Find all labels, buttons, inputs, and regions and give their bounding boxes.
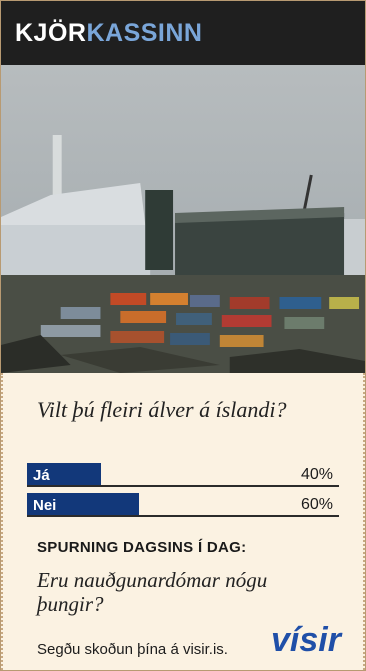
result-bar bbox=[27, 493, 139, 515]
bar-track bbox=[27, 515, 339, 517]
poll-question: Vilt þú fleiri álver á íslandi? bbox=[37, 397, 287, 422]
poll-section: Vilt þú fleiri álver á íslandi? Já 40% N… bbox=[1, 373, 365, 670]
result-bar bbox=[27, 463, 102, 485]
next-question: Eru nauðgunardómar nógu þungir? bbox=[37, 568, 268, 616]
brand-prefix: KJÖR bbox=[15, 18, 87, 47]
visir-logo[interactable]: vísir bbox=[267, 619, 351, 664]
poll-options: Já 40% Nei 60% bbox=[27, 463, 339, 523]
option-percent: 40% bbox=[300, 466, 333, 483]
brand-title: KJÖRKASSINN bbox=[15, 19, 202, 48]
bar-track bbox=[27, 485, 339, 487]
option-label: Já bbox=[33, 466, 50, 484]
header: KJÖRKASSINN bbox=[1, 1, 365, 65]
option-label: Nei bbox=[33, 496, 57, 514]
visir-logo-mark: vísir bbox=[271, 621, 343, 659]
poll-option-ja[interactable]: Já 40% bbox=[27, 463, 339, 487]
brand-suffix: KASSINN bbox=[86, 18, 203, 47]
svg-text:vísir: vísir bbox=[271, 621, 343, 659]
aluminium-smelter-photo bbox=[1, 65, 365, 373]
next-question-title: SPURNING DAGSINS Í DAG: bbox=[37, 539, 247, 556]
footer-link[interactable]: Segðu skoðun þína á visir.is. bbox=[37, 641, 228, 658]
option-percent: 60% bbox=[300, 496, 333, 513]
poll-option-nei[interactable]: Nei 60% bbox=[27, 493, 339, 517]
